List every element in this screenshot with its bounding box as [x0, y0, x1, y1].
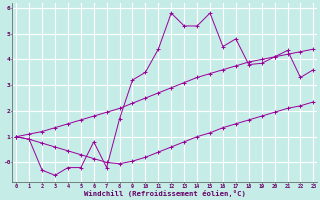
X-axis label: Windchill (Refroidissement éolien,°C): Windchill (Refroidissement éolien,°C) — [84, 190, 246, 197]
